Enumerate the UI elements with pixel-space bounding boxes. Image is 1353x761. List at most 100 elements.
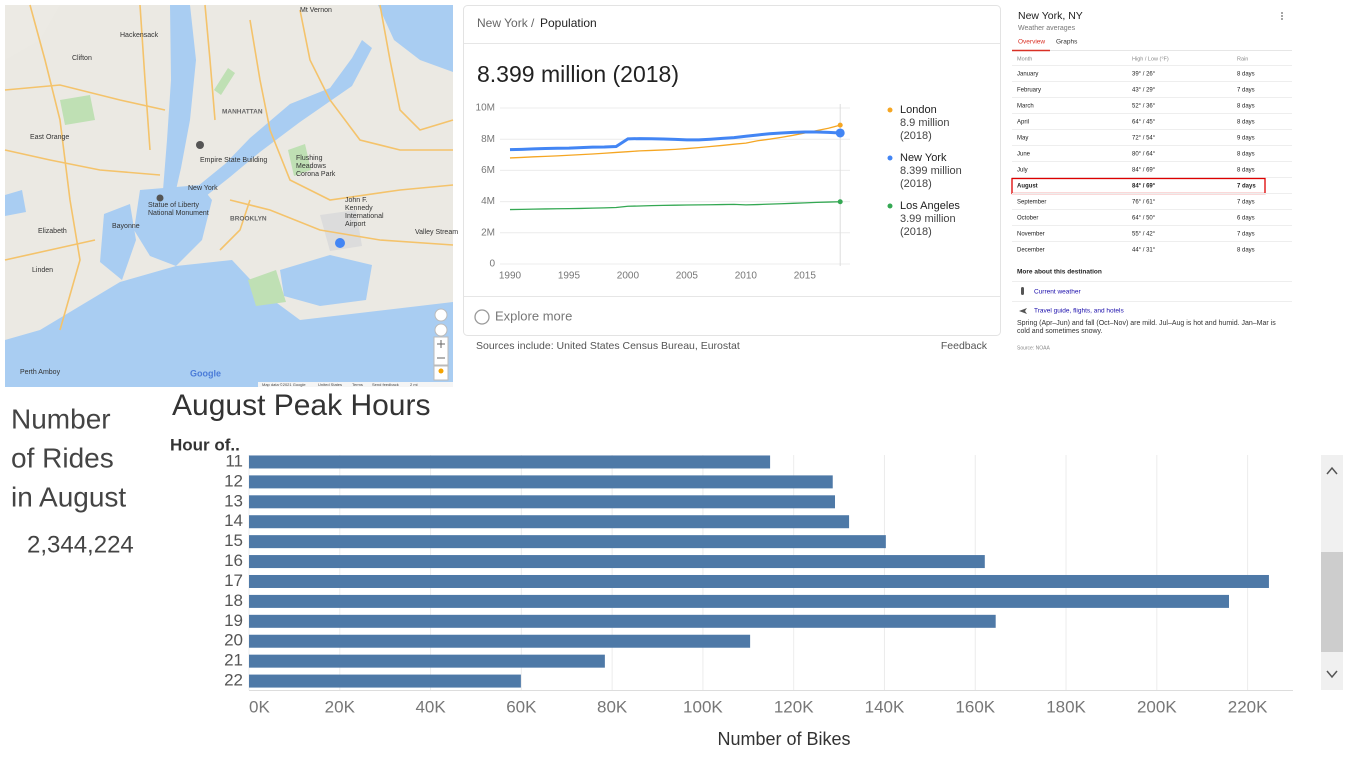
map-label: Hackensack (120, 32, 159, 39)
breadcrumb-current: Population (540, 16, 597, 30)
legend-value: (2018) (900, 226, 932, 238)
y-tick-label: 12 (224, 471, 243, 490)
map-airport (320, 210, 362, 251)
map-park (214, 68, 235, 95)
kpi-title: Number (11, 403, 111, 434)
cell-month: November (1017, 232, 1045, 238)
x-tick-label: 2005 (676, 271, 699, 282)
map-label: Empire State Building (200, 157, 267, 164)
weather-note: Spring (Apr–Jun) and fall (Oct–Nov) are … (1017, 320, 1276, 335)
map-attribution: 2 mi (410, 382, 418, 387)
tab[interactable]: Graphs (1056, 39, 1078, 46)
weather-card: New York, NY Weather averages Overview G… (1011, 10, 1292, 351)
bar (249, 654, 605, 668)
road (219, 199, 251, 251)
map-attribution: Send feedback (372, 382, 399, 387)
y-tick-label: 22 (224, 671, 243, 690)
feedback-link[interactable]: Feedback (941, 340, 988, 352)
map-label: Statue of Liberty (148, 202, 199, 209)
legend-marker (887, 203, 893, 209)
y-tick-label: 13 (224, 491, 243, 510)
map-pin[interactable] (335, 238, 345, 248)
map-label: Airport (345, 221, 366, 228)
table-header: High / Low (°F) (1132, 56, 1169, 62)
map-label: Flushing (296, 155, 323, 162)
legend-value: (2018) (900, 130, 932, 142)
map-label: Kennedy (345, 205, 373, 212)
link[interactable]: Travel guide, flights, and hotels (1034, 308, 1124, 315)
x-tick-label: 140K (865, 697, 905, 716)
cell-rain: 8 days (1237, 104, 1255, 110)
map-layers-button[interactable] (434, 308, 448, 322)
legend-name: New York (900, 152, 947, 164)
breadcrumb-parent[interactable]: New York (477, 16, 529, 30)
cell-temp: 39° / 26° (1132, 72, 1156, 78)
cell-rain: 8 days (1237, 168, 1255, 174)
cell-rain: 8 days (1237, 120, 1255, 126)
road (139, 4, 151, 151)
y-tick-label: 0 (489, 259, 495, 270)
y-tick-label: 20 (224, 631, 243, 650)
end-point (837, 199, 843, 205)
more-title: More about this destination (1017, 269, 1102, 276)
map-roads (4, 4, 454, 331)
cell-rain: 8 days (1237, 72, 1255, 78)
map[interactable]: Hackensack Clifton Mt Vernon East Orange MAN… (4, 4, 458, 387)
cell-temp: 80° / 64° (1132, 152, 1156, 158)
pegman-icon (438, 368, 444, 374)
scroll-up[interactable] (1326, 466, 1338, 475)
tab-active[interactable]: Overview (1018, 39, 1045, 46)
line-series (509, 124, 841, 159)
bar (249, 495, 836, 509)
weather-table: January 39° / 26° 8 days February 43° / 29° 7… (1011, 65, 1292, 254)
x-tick-label: 1990 (499, 271, 522, 282)
cell-temp: 84° / 69° (1132, 184, 1156, 190)
road (29, 4, 81, 331)
y-tick-label: 2M (481, 227, 495, 238)
y-tick-label: 6M (481, 165, 495, 176)
map-label: Mt Vernon (300, 7, 332, 14)
map-water (134, 185, 212, 266)
cell-temp: 52° / 36° (1132, 104, 1156, 110)
y-tick-label: 8M (481, 134, 495, 145)
cell-month: October (1017, 216, 1038, 222)
scrollbar-thumb[interactable] (1321, 552, 1343, 652)
map-pin[interactable] (156, 194, 164, 202)
road (4, 239, 96, 261)
cell-rain: 7 days (1237, 232, 1255, 238)
menu-icon[interactable] (1281, 12, 1283, 14)
x-tick-label: 160K (955, 697, 995, 716)
cell-month: December (1017, 248, 1045, 254)
x-tick-label: 100K (683, 697, 723, 716)
weather-title: New York, NY (1018, 10, 1083, 22)
map-water (280, 255, 372, 306)
road (379, 4, 454, 131)
table-header: Month (1017, 56, 1032, 62)
cell-month: April (1017, 120, 1029, 126)
x-tick-label: 2015 (794, 271, 817, 282)
map-logo: Google (190, 368, 221, 378)
menu-icon[interactable] (1281, 18, 1283, 20)
map-park (60, 95, 95, 125)
y-tick-label: 11 (225, 451, 243, 470)
cell-rain: 9 days (1237, 136, 1255, 142)
link[interactable]: Current weather (1034, 289, 1081, 296)
cell-rain: 7 days (1237, 200, 1255, 206)
map-water (5, 260, 453, 387)
line-series (509, 130, 841, 152)
menu-icon[interactable] (1281, 15, 1283, 17)
explore-link[interactable]: Explore more (495, 308, 572, 323)
map-label: Linden (32, 267, 53, 274)
bar (249, 674, 521, 688)
bar (249, 515, 850, 529)
map-locate-button[interactable] (434, 323, 448, 337)
map-pin[interactable] (196, 141, 204, 149)
map-attribution: Terms (352, 382, 363, 387)
scroll-down[interactable] (1326, 670, 1338, 679)
cell-month: March (1017, 104, 1034, 110)
x-tick-label: 80K (597, 697, 628, 716)
chart-title: 8.399 million (2018) (477, 61, 679, 87)
map-attribution: Map data ©2021 Google (262, 382, 306, 387)
cell-temp: 44° / 31° (1132, 248, 1156, 254)
cell-rain: 8 days (1237, 152, 1255, 158)
